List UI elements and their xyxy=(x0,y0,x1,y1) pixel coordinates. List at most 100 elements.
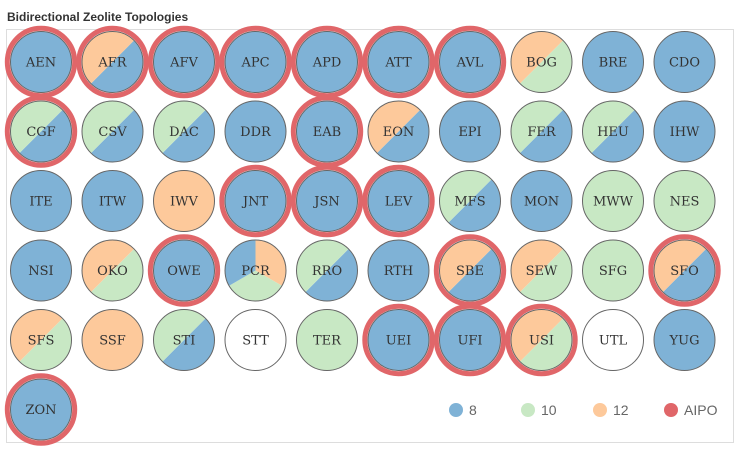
slice-8 xyxy=(439,101,501,162)
node-label: USI xyxy=(529,334,554,349)
node-nes[interactable]: NES xyxy=(653,170,716,232)
slice-8 xyxy=(519,109,572,162)
node-outline xyxy=(296,31,358,93)
slice-12 xyxy=(654,240,707,293)
slice-10 xyxy=(519,318,572,371)
slice-8 xyxy=(225,101,286,162)
node-owe[interactable]: OWE xyxy=(147,234,221,307)
slice-8 xyxy=(10,170,72,232)
node-eab[interactable]: EAB xyxy=(290,95,364,168)
node-label: MFS xyxy=(454,195,485,210)
node-outline xyxy=(439,239,501,302)
node-rth[interactable]: RTH xyxy=(367,239,430,302)
node-mfs[interactable]: MFS xyxy=(439,170,501,232)
legend-item-10[interactable]: 10 xyxy=(521,402,557,418)
node-sfg[interactable]: SFG xyxy=(582,239,644,302)
node-sbe[interactable]: SBE xyxy=(433,234,507,307)
node-outline xyxy=(582,100,644,163)
slice-8 xyxy=(439,31,501,93)
node-uei[interactable]: UEI xyxy=(362,303,435,377)
legend-item-aipo[interactable]: AIPO xyxy=(664,402,718,418)
node-jsn[interactable]: JSN xyxy=(290,164,364,238)
slice-12 xyxy=(82,309,143,371)
node-ddr[interactable]: DDR xyxy=(224,100,287,163)
node-fer[interactable]: FER xyxy=(510,100,573,163)
node-outline xyxy=(296,309,358,371)
node-stt[interactable]: STT xyxy=(224,309,287,371)
node-rro[interactable]: RRO xyxy=(296,239,358,302)
node-nsi[interactable]: NSI xyxy=(10,239,72,302)
slice-8 xyxy=(225,240,256,286)
node-att[interactable]: ATT xyxy=(362,25,435,99)
legend-item-12[interactable]: 12 xyxy=(593,402,629,418)
node-cdo[interactable]: CDO xyxy=(653,31,716,93)
node-yug[interactable]: YUG xyxy=(653,309,716,371)
node-apc[interactable]: APC xyxy=(219,25,292,99)
node-outline xyxy=(81,100,144,163)
node-afr[interactable]: AFR xyxy=(76,25,149,99)
node-apd[interactable]: APD xyxy=(290,25,364,99)
slice-8 xyxy=(225,31,286,93)
slice-8 xyxy=(376,109,429,162)
node-outline xyxy=(439,100,501,163)
node-sti[interactable]: STI xyxy=(153,309,215,371)
node-oko[interactable]: OKO xyxy=(81,239,144,302)
slice-8 xyxy=(296,170,358,232)
legend-item-8[interactable]: 8 xyxy=(449,402,477,418)
node-sew[interactable]: SEW xyxy=(510,239,573,302)
node-zon[interactable]: ZON xyxy=(4,373,78,446)
node-sfo[interactable]: SFO xyxy=(648,234,721,307)
legend-label: 12 xyxy=(613,402,629,418)
node-aen[interactable]: AEN xyxy=(4,25,78,99)
node-mon[interactable]: MON xyxy=(510,170,573,232)
node-mww[interactable]: MWW xyxy=(582,170,644,232)
node-csv[interactable]: CSV xyxy=(81,100,144,163)
node-ufi[interactable]: UFI xyxy=(433,303,507,377)
node-label: DDR xyxy=(240,125,272,140)
node-iwv[interactable]: IWV xyxy=(153,170,215,232)
slice-8 xyxy=(511,170,572,232)
node-outline xyxy=(510,170,573,232)
node-avl[interactable]: AVL xyxy=(433,25,507,99)
node-label: BOG xyxy=(526,56,557,71)
node-label: CGF xyxy=(26,125,55,140)
node-outline xyxy=(224,31,287,93)
node-outline xyxy=(224,170,287,232)
node-ite[interactable]: ITE xyxy=(10,170,72,232)
node-heu[interactable]: HEU xyxy=(582,100,644,163)
node-itw[interactable]: ITW xyxy=(81,170,144,232)
node-eon[interactable]: EON xyxy=(367,100,430,163)
node-label: NES xyxy=(670,195,700,210)
node-outline xyxy=(81,170,144,232)
node-outline xyxy=(153,239,215,302)
slice-8 xyxy=(162,318,215,371)
node-ssf[interactable]: SSF xyxy=(81,309,144,371)
node-utl[interactable]: UTL xyxy=(582,309,644,371)
node-usi[interactable]: USI xyxy=(505,303,578,377)
node-outline xyxy=(653,309,716,371)
node-lev[interactable]: LEV xyxy=(362,164,435,238)
node-ter[interactable]: TER xyxy=(296,309,358,371)
node-bog[interactable]: BOG xyxy=(510,31,573,93)
node-outline xyxy=(367,31,430,93)
node-pcr[interactable]: PCR xyxy=(224,239,287,302)
node-cgf[interactable]: CGF xyxy=(4,95,78,168)
node-epi[interactable]: EPI xyxy=(439,100,501,163)
node-outline xyxy=(10,170,72,232)
node-outline xyxy=(10,100,72,163)
node-dac[interactable]: DAC xyxy=(153,100,215,163)
node-sfs[interactable]: SFS xyxy=(10,309,72,371)
node-ihw[interactable]: IHW xyxy=(653,100,716,163)
node-bre[interactable]: BRE xyxy=(582,31,644,93)
node-outline xyxy=(653,239,716,302)
aipo-ring xyxy=(76,25,149,99)
node-outline xyxy=(81,239,144,302)
node-label: SSF xyxy=(99,334,126,349)
node-label: SFS xyxy=(28,334,55,349)
node-afv[interactable]: AFV xyxy=(147,25,221,99)
aipo-ring xyxy=(219,164,292,238)
slice-10 xyxy=(654,170,715,232)
node-outline xyxy=(296,170,358,232)
node-label: AFV xyxy=(169,56,198,71)
node-jnt[interactable]: JNT xyxy=(219,164,292,238)
